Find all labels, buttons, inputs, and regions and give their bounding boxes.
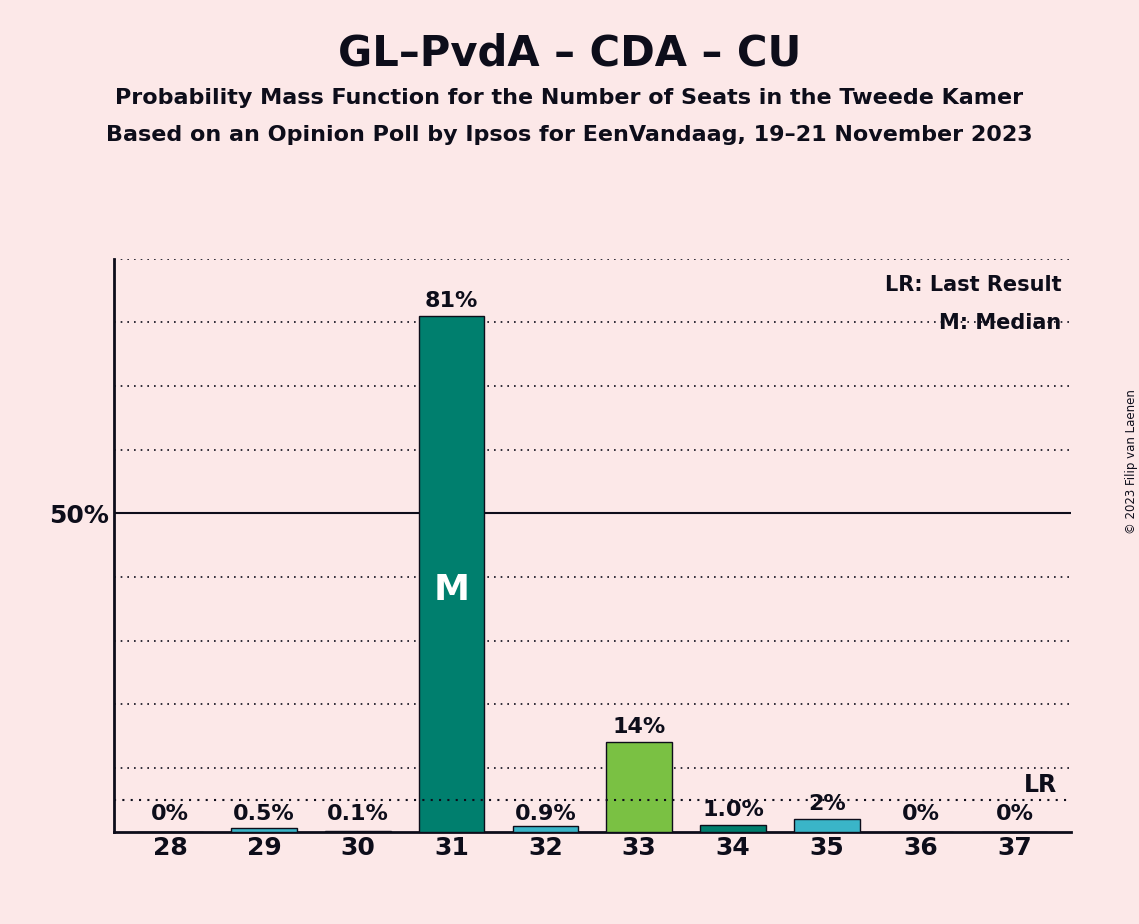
- Text: LR: LR: [1024, 773, 1057, 797]
- Text: © 2023 Filip van Laenen: © 2023 Filip van Laenen: [1124, 390, 1138, 534]
- Bar: [419, 316, 484, 832]
- Text: LR: Last Result: LR: Last Result: [885, 274, 1062, 295]
- Bar: [794, 819, 860, 832]
- Text: Based on an Opinion Poll by Ipsos for EenVandaag, 19–21 November 2023: Based on an Opinion Poll by Ipsos for Ee…: [106, 125, 1033, 145]
- Text: 81%: 81%: [425, 291, 478, 310]
- Text: 14%: 14%: [613, 717, 666, 737]
- Text: GL–PvdA – CDA – CU: GL–PvdA – CDA – CU: [338, 32, 801, 74]
- Bar: [231, 829, 297, 832]
- Text: Probability Mass Function for the Number of Seats in the Tweede Kamer: Probability Mass Function for the Number…: [115, 88, 1024, 108]
- Text: 0.5%: 0.5%: [233, 804, 295, 824]
- Text: 0.9%: 0.9%: [515, 804, 576, 824]
- Text: M: Median: M: Median: [939, 313, 1062, 333]
- Text: M: M: [434, 573, 469, 607]
- Text: 0%: 0%: [151, 804, 189, 824]
- Bar: [700, 825, 765, 832]
- Text: 2%: 2%: [808, 794, 845, 814]
- Bar: [606, 743, 672, 832]
- Text: 1.0%: 1.0%: [702, 800, 764, 821]
- Text: 0.1%: 0.1%: [327, 804, 388, 824]
- Text: 0%: 0%: [902, 804, 940, 824]
- Bar: [513, 826, 579, 832]
- Text: 0%: 0%: [995, 804, 1033, 824]
